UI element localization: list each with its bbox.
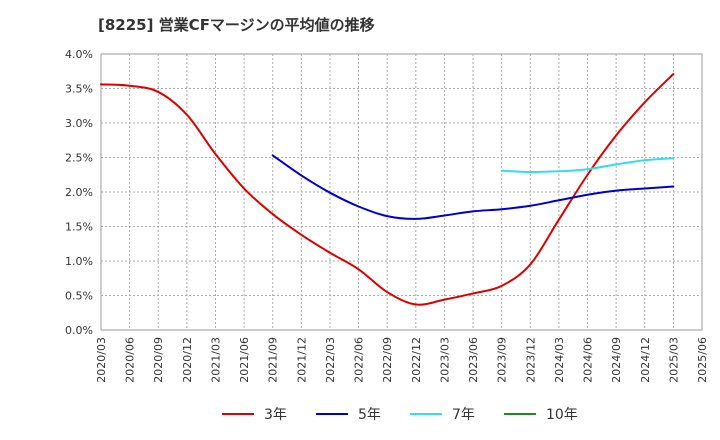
x-tick-label: 2020/12 (181, 337, 194, 383)
y-tick-label: 0.0% (65, 324, 93, 337)
legend-label-3: 7年 (452, 407, 475, 423)
y-tick-label: 4.0% (65, 48, 93, 61)
x-tick-label: 2024/06 (582, 337, 595, 383)
legend-label-4: 10年 (546, 407, 578, 423)
x-tick-label: 2024/09 (610, 337, 623, 383)
legend-label-2: 5年 (358, 407, 381, 423)
x-tick-label: 2025/06 (696, 337, 709, 383)
y-tick-label: 1.0% (65, 255, 93, 268)
x-tick-label: 2022/12 (410, 337, 423, 383)
series-line-2 (271, 154, 675, 220)
x-tick-label: 2023/09 (496, 337, 509, 383)
x-tick-label: 2024/12 (639, 337, 652, 383)
x-tick-label: 2022/06 (353, 337, 366, 383)
x-tick-label: 2023/06 (467, 337, 480, 383)
x-tick-label: 2021/03 (209, 337, 222, 383)
x-tick-label: 2020/03 (95, 337, 108, 383)
x-tick-label: 2021/06 (238, 337, 251, 383)
y-tick-label: 2.5% (65, 152, 93, 165)
series-line-1 (100, 73, 675, 306)
y-tick-label: 0.5% (65, 290, 93, 303)
x-tick-label: 2022/09 (381, 337, 394, 383)
legend-label-1: 3年 (264, 407, 287, 423)
x-tick-label: 2021/12 (295, 337, 308, 383)
x-tick-label: 2020/06 (124, 337, 137, 383)
y-tick-label: 3.5% (65, 83, 93, 96)
x-tick-label: 2025/03 (667, 337, 680, 383)
x-tick-label: 2023/12 (524, 337, 537, 383)
y-tick-label: 3.0% (65, 117, 93, 130)
y-tick-label: 1.5% (65, 221, 93, 234)
chart-title: [8225] 営業CFマージンの平均値の推移 (98, 16, 375, 34)
x-tick-label: 2022/03 (324, 337, 337, 383)
x-tick-label: 2024/03 (553, 337, 566, 383)
series-line-3 (500, 157, 675, 174)
x-tick-label: 2020/09 (152, 337, 165, 383)
x-tick-label: 2023/03 (438, 337, 451, 383)
x-tick-label: 2021/09 (267, 337, 280, 383)
y-tick-label: 2.0% (65, 186, 93, 199)
